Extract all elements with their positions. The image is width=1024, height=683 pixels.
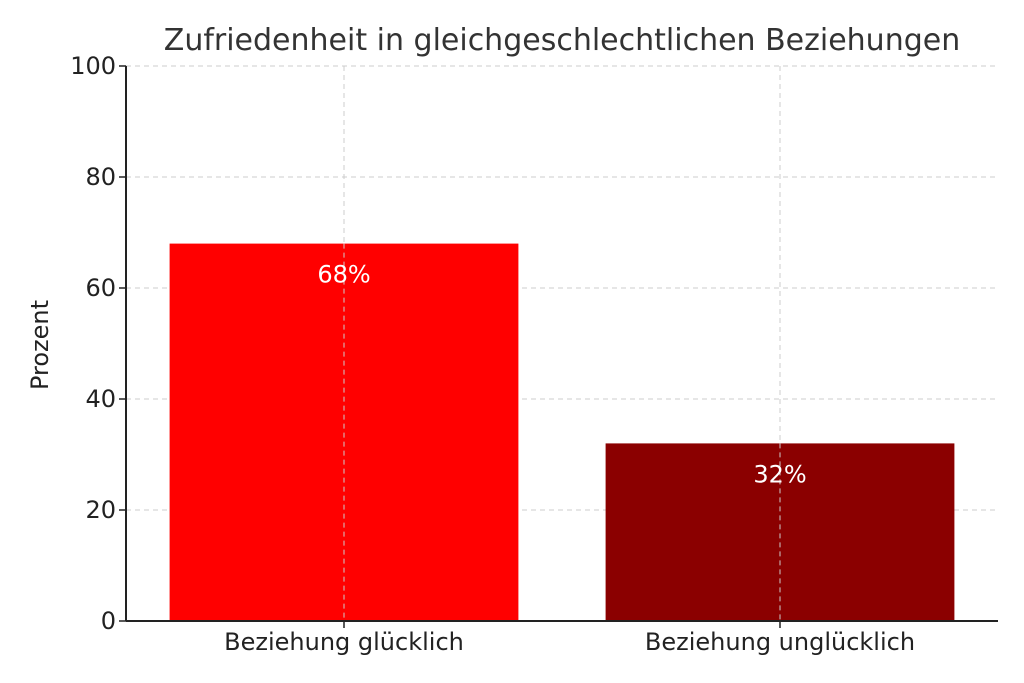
y-tick-label: 0: [101, 607, 116, 635]
y-tick-label: 20: [85, 496, 116, 524]
y-tick-label: 40: [85, 385, 116, 413]
y-tick-label: 60: [85, 274, 116, 302]
axes: 0 20 40 60 80 100 Beziehung glücklich Beziehung…: [70, 52, 998, 656]
bars: [169, 243, 955, 621]
bar-value-label: 68%: [317, 261, 370, 289]
y-tick-label: 80: [85, 163, 116, 191]
bar: [169, 243, 519, 621]
x-category-label: Beziehung glücklich: [224, 628, 464, 656]
bar-value-label: 32%: [753, 460, 806, 488]
x-category-label: Beziehung unglücklich: [645, 628, 915, 656]
chart-title: Zufriedenheit in gleichgeschlechtlichen …: [164, 23, 960, 58]
data-labels: 68% 32%: [317, 243, 807, 621]
y-axis-label: Prozent: [26, 300, 54, 390]
y-tick-label: 100: [70, 52, 116, 80]
